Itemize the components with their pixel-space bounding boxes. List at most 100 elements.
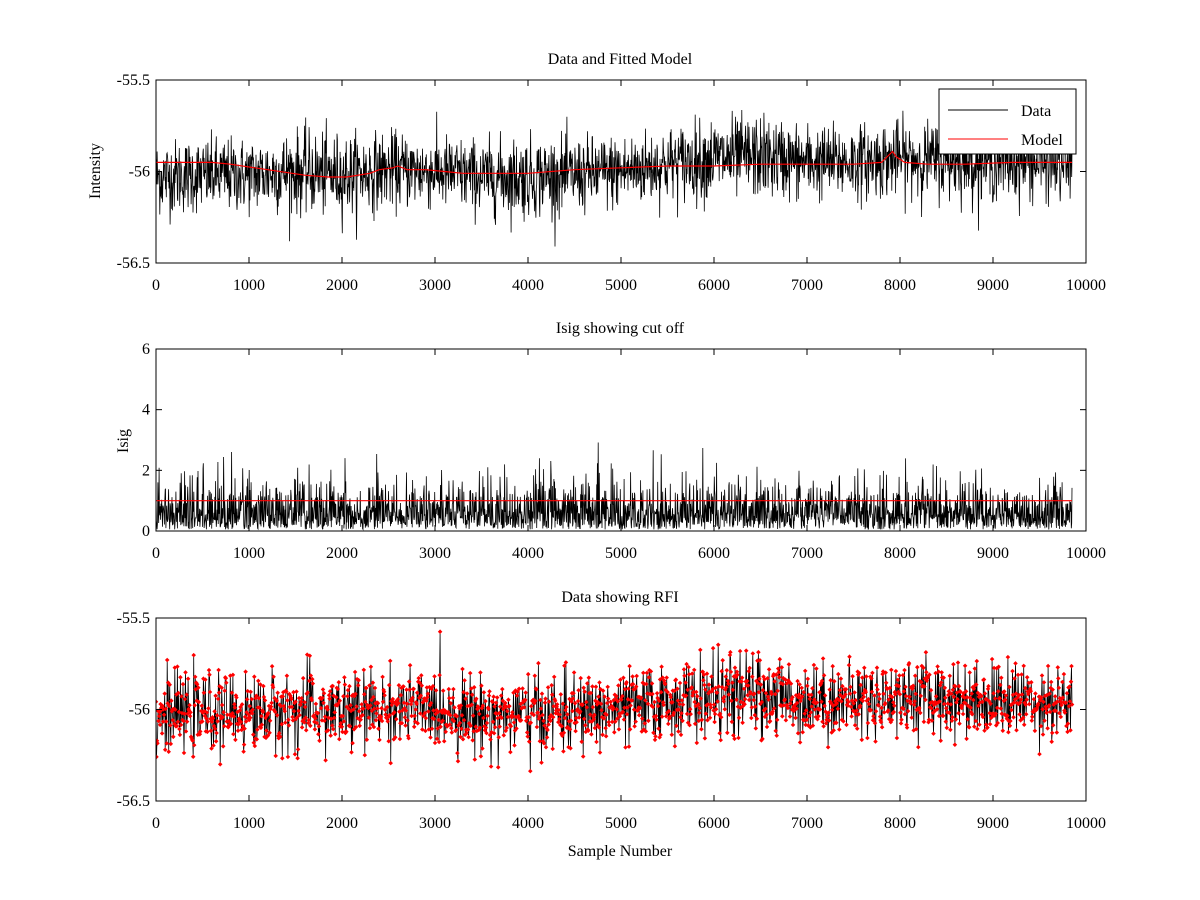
rfi-point <box>546 722 551 727</box>
rfi-point <box>465 727 471 732</box>
rfi-point <box>1043 706 1049 712</box>
rfi-point <box>670 700 675 705</box>
rfi-point <box>307 678 312 684</box>
rfi-point <box>718 714 724 720</box>
rfi-point <box>346 706 351 711</box>
rfi-point <box>469 692 475 698</box>
rfi-point <box>756 689 762 695</box>
rfi-point <box>557 712 563 717</box>
rfi-point <box>680 702 686 707</box>
rfi-point <box>881 691 886 697</box>
rfi-point <box>717 711 723 717</box>
rfi-point <box>274 713 280 718</box>
rfi-point <box>531 712 537 718</box>
rfi-point <box>609 719 615 725</box>
rfi-point <box>559 724 565 729</box>
rfi-point <box>259 713 264 719</box>
rfi-point <box>1061 671 1067 677</box>
rfi-point <box>360 706 366 711</box>
rfi-point <box>636 712 642 718</box>
rfi-point <box>583 723 588 728</box>
rfi-point <box>361 667 367 673</box>
rfi-point <box>605 684 610 690</box>
rfi-point <box>684 661 689 667</box>
rfi-point <box>991 691 996 696</box>
rfi-point <box>449 725 454 731</box>
rfi-point <box>480 746 485 751</box>
rfi-point <box>650 704 656 710</box>
rfi-point <box>639 695 644 701</box>
rfi-point <box>396 700 401 706</box>
rfi-point <box>325 728 331 733</box>
rfi-point <box>437 629 443 634</box>
rfi-point <box>384 704 390 710</box>
rfi-point <box>895 677 901 683</box>
rfi-point <box>1005 713 1010 718</box>
rfi-point <box>299 725 305 730</box>
rfi-point <box>821 724 826 729</box>
rfi-point <box>834 700 840 706</box>
rfi-point <box>353 691 358 697</box>
rfi-point <box>379 705 384 711</box>
rfi-point <box>998 682 1003 688</box>
rfi-point <box>1011 715 1016 720</box>
rfi-point <box>341 719 347 724</box>
rfi-point <box>291 689 296 695</box>
rfi-point <box>314 720 320 726</box>
rfi-point <box>989 656 995 662</box>
rfi-point <box>866 696 871 702</box>
rfi-point <box>261 683 266 689</box>
rfi-point <box>997 695 1002 701</box>
rfi-point <box>399 720 405 726</box>
rfi-point <box>256 678 261 684</box>
x-tick-label: 1000 <box>233 277 265 294</box>
rfi-point <box>763 706 768 712</box>
rfi-point <box>503 700 508 706</box>
rfi-point <box>380 674 385 680</box>
rfi-point <box>337 736 342 742</box>
rfi-point <box>967 695 973 701</box>
rfi-point <box>404 701 410 707</box>
rfi-point <box>1029 718 1035 723</box>
rfi-point <box>1002 689 1007 694</box>
rfi-point <box>538 706 544 711</box>
rfi-point <box>1042 718 1047 723</box>
x-tick-label: 2000 <box>326 545 358 562</box>
rfi-point <box>387 712 392 718</box>
rfi-point <box>392 710 397 715</box>
rfi-point <box>352 669 358 675</box>
rfi-point <box>418 693 424 698</box>
y-tick-label: 0 <box>142 523 150 540</box>
rfi-point <box>708 705 714 710</box>
rfi-point <box>480 703 486 709</box>
panel-1-ylabel: Intensity <box>87 143 104 199</box>
rfi-point <box>433 688 439 693</box>
x-tick-label: 9000 <box>977 545 1009 562</box>
rfi-point <box>573 715 579 721</box>
rfi-point <box>846 662 852 668</box>
rfi-point <box>457 720 463 726</box>
rfi-point <box>476 705 481 711</box>
panel-2-ylabel: Isig <box>115 429 132 453</box>
rfi-point <box>717 730 722 736</box>
rfi-point <box>306 717 312 723</box>
rfi-point <box>386 682 392 688</box>
rfi-point <box>1000 718 1005 723</box>
rfi-point <box>364 685 369 691</box>
rfi-point <box>464 691 470 696</box>
rfi-point <box>736 715 742 721</box>
y-tick-label: 6 <box>142 341 150 358</box>
rfi-point <box>256 695 262 701</box>
rfi-point <box>483 698 488 704</box>
rfi-point <box>948 702 954 707</box>
rfi-point <box>470 738 475 743</box>
rfi-point <box>614 707 620 712</box>
rfi-point <box>430 683 436 689</box>
rfi-point <box>303 727 309 733</box>
rfi-point <box>461 689 466 695</box>
rfi-point <box>887 685 893 691</box>
rfi-point <box>411 686 416 692</box>
rfi-point <box>437 672 442 678</box>
rfi-point <box>496 710 502 716</box>
y-tick-label: -56.5 <box>117 793 150 810</box>
